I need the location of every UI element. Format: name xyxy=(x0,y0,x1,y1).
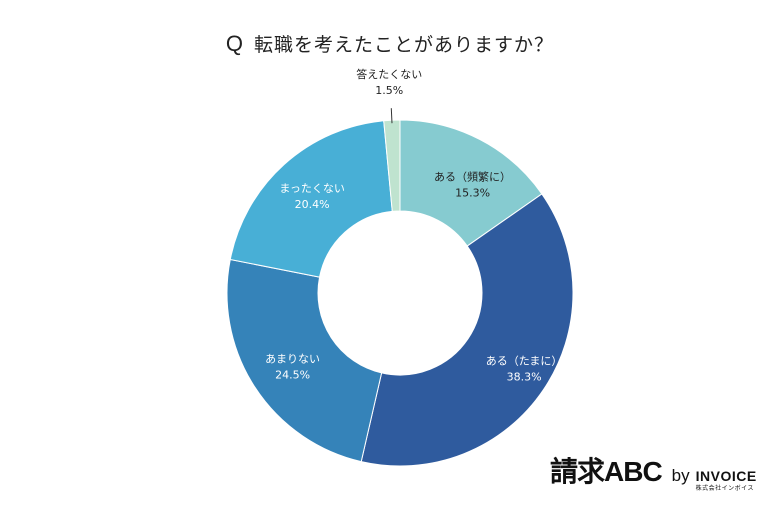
slice-label: まったくない xyxy=(279,182,345,195)
slice-value: 38.3% xyxy=(507,371,542,384)
slice-label: ある（たまに） xyxy=(486,355,563,368)
slice-value: 15.3% xyxy=(455,186,490,199)
slice-value: 1.5% xyxy=(375,84,403,97)
pie-slice xyxy=(229,120,393,278)
chart-title: Q 転職を考えたことがありますか？ xyxy=(0,30,780,57)
brand-logo: 請求ABC by INVOICE 株式会社インボイス xyxy=(550,450,757,492)
slice-value: 24.5% xyxy=(275,369,310,382)
pie-slice xyxy=(226,258,383,463)
slice-value: 20.4% xyxy=(295,198,330,211)
slice-label: あまりない xyxy=(265,353,320,366)
brand-name: 請求ABC xyxy=(550,456,663,487)
leader-line xyxy=(390,108,393,124)
slice-label: 答えたくない xyxy=(356,67,422,81)
pie-slice xyxy=(399,119,543,247)
company-name: INVOICE xyxy=(695,468,757,484)
question-mark-label: Q xyxy=(225,31,245,56)
slice-label: ある（頻繁に） xyxy=(434,169,511,183)
question-text: 転職を考えたことがありますか？ xyxy=(254,34,555,56)
company-block: INVOICE 株式会社インボイス xyxy=(696,468,757,492)
company-sub: 株式会社インボイス xyxy=(695,485,754,492)
brand-by: by xyxy=(671,466,690,485)
pie-slice xyxy=(360,193,574,467)
pie-slice xyxy=(383,119,401,212)
